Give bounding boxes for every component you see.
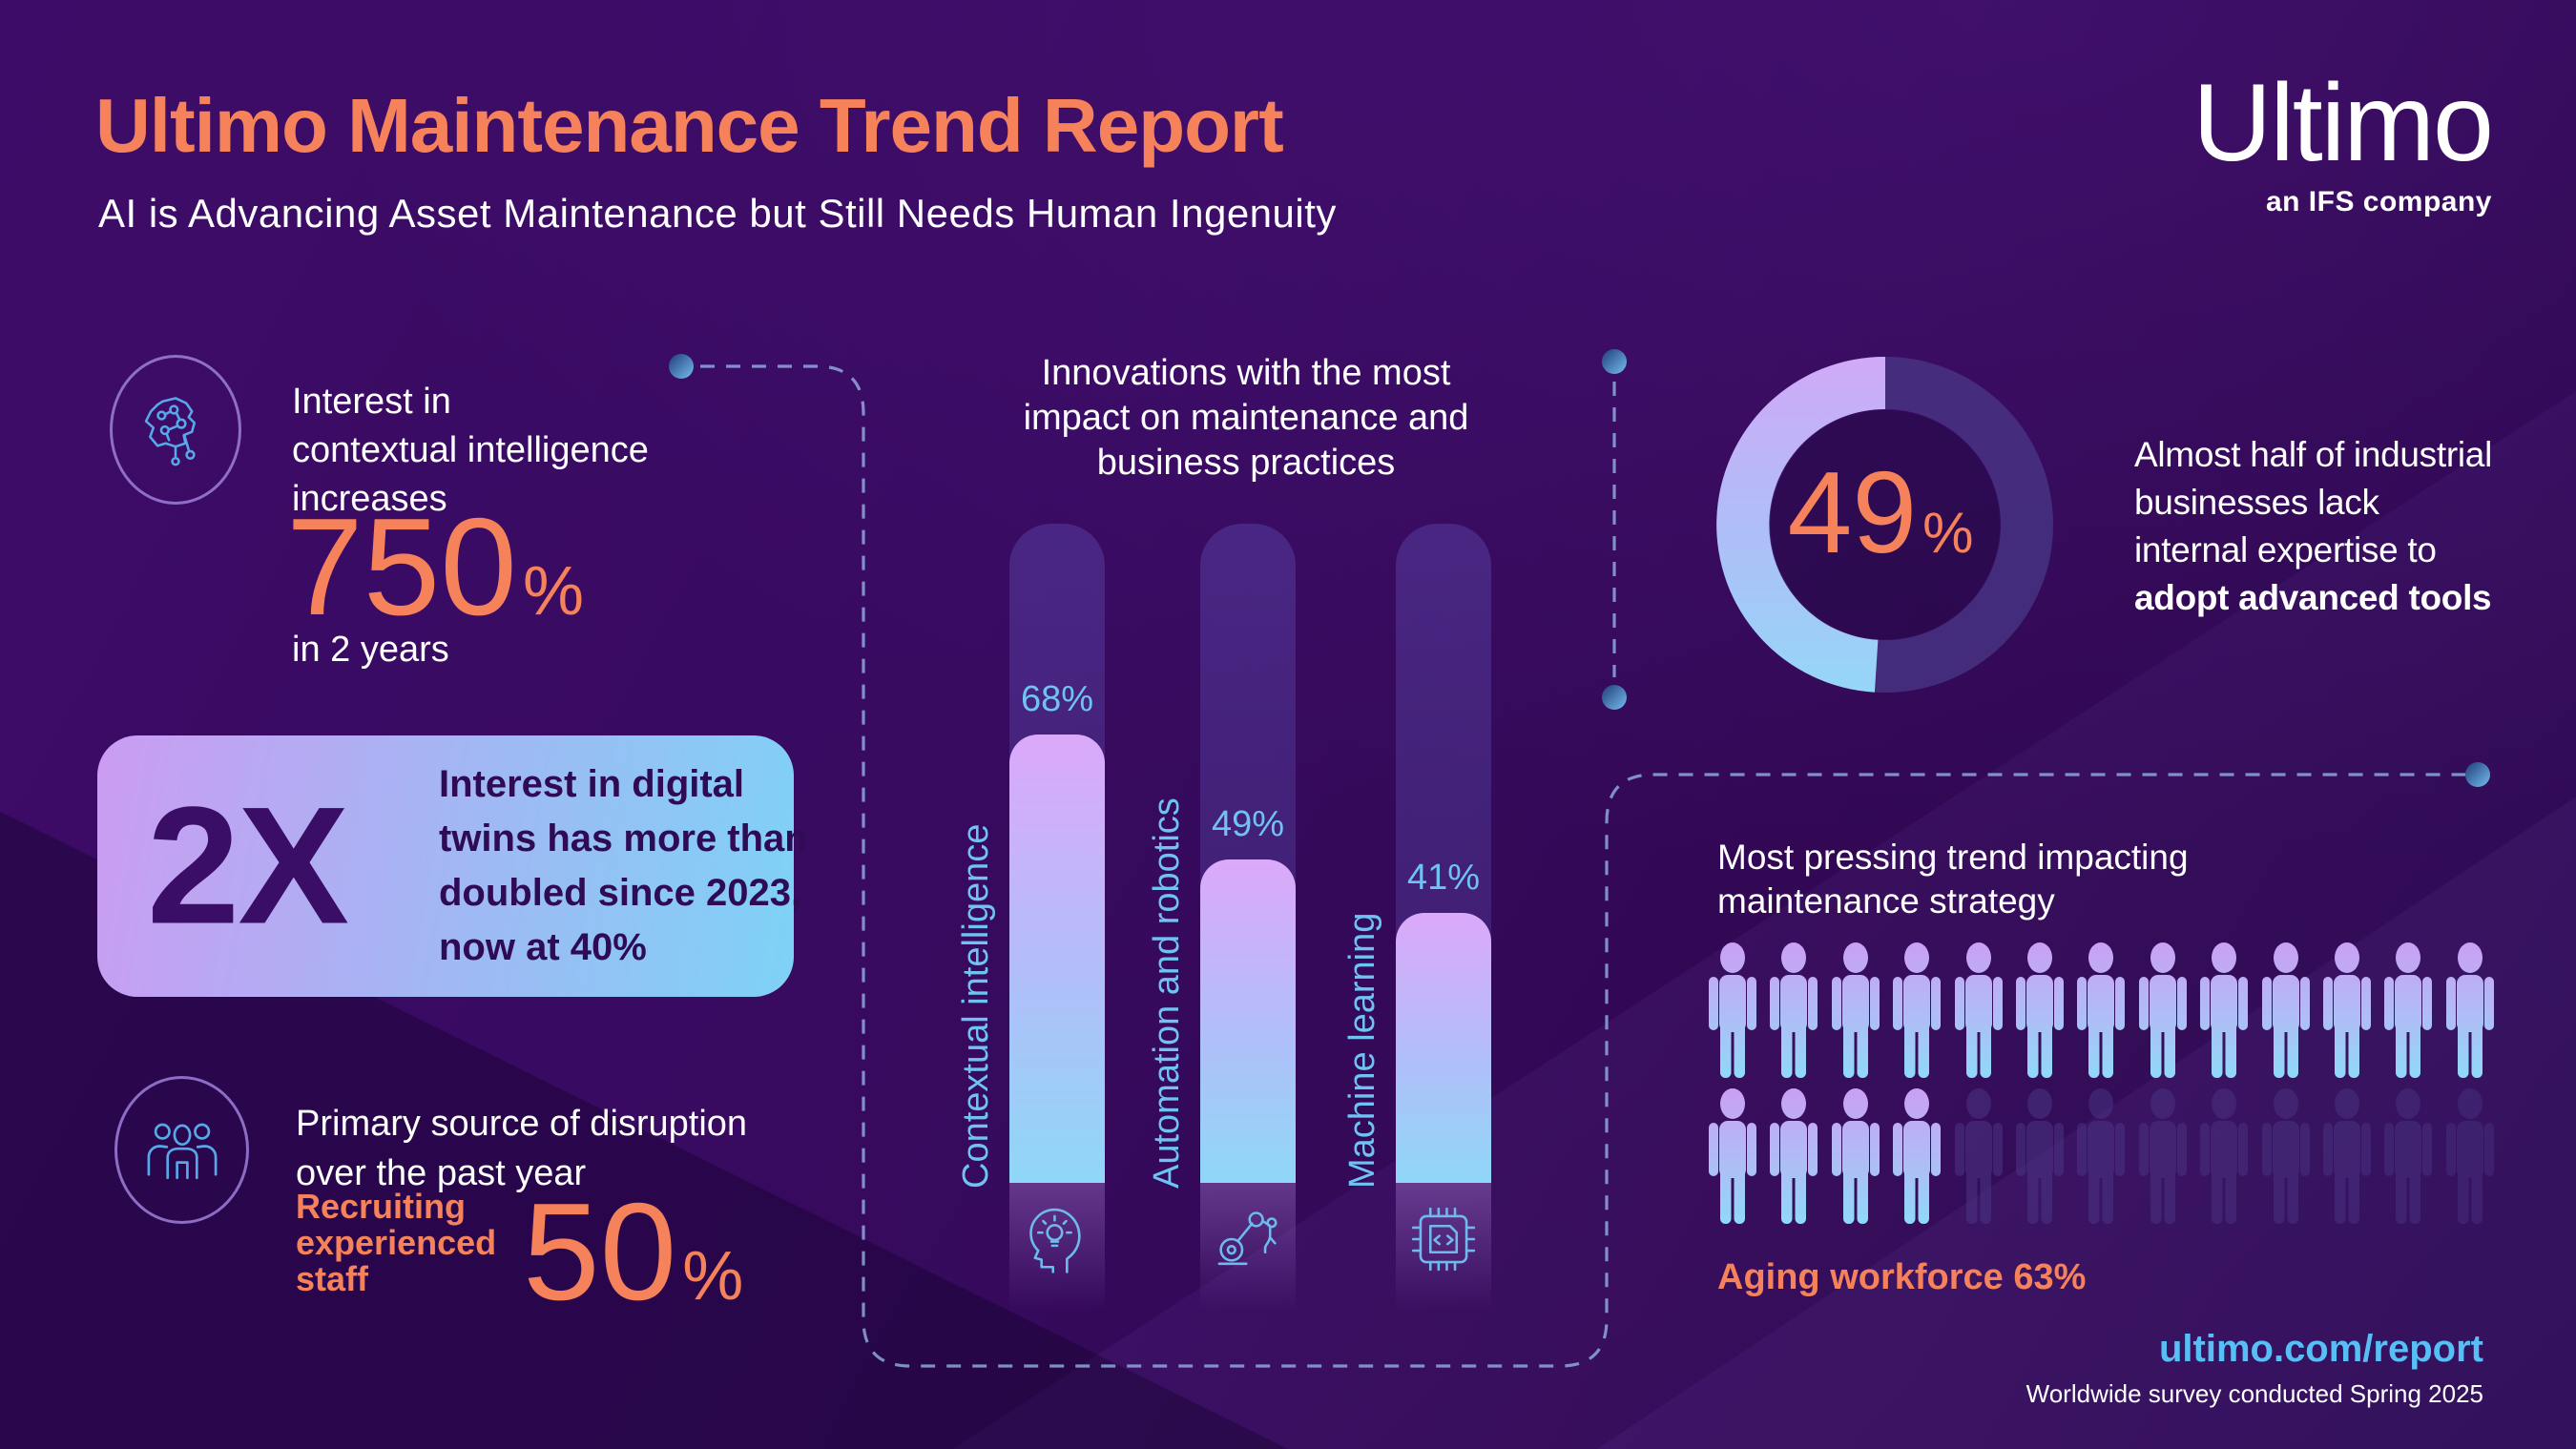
person-icon-filled bbox=[1829, 1088, 1882, 1224]
connector-dot bbox=[2465, 762, 2490, 787]
digital-twins-value: 2X bbox=[147, 773, 349, 960]
person-icon-filled bbox=[1890, 1088, 1943, 1224]
person-icon-filled bbox=[1706, 1088, 1759, 1224]
person-icon-ghost bbox=[2136, 1088, 2190, 1224]
person-icon-filled bbox=[1706, 942, 1759, 1078]
bar-fill bbox=[1200, 859, 1296, 1183]
contextual-stat-value: 750 % bbox=[286, 489, 584, 644]
digital-twins-text: Interest in digital twins has more than … bbox=[439, 763, 808, 968]
person-icon-filled bbox=[2074, 942, 2128, 1078]
person-icon-ghost bbox=[1952, 1088, 2005, 1224]
person-icon-filled bbox=[2443, 942, 2497, 1078]
person-icon-ghost bbox=[2320, 1088, 2374, 1224]
disruption-badge bbox=[114, 1076, 249, 1224]
ultimo-logo: Ultimo an IFS company bbox=[2192, 62, 2494, 218]
donut-text: Almost half of industrial businesses lac… bbox=[2134, 435, 2493, 617]
connector-dot bbox=[1602, 349, 1627, 374]
bar-chart-heading: Innovations with the most impact on main… bbox=[1023, 353, 1469, 483]
bar-glow bbox=[1009, 1183, 1105, 1328]
person-icon-ghost bbox=[2443, 1088, 2497, 1224]
person-icon-filled bbox=[1767, 942, 1820, 1078]
bar-glow bbox=[1396, 1183, 1491, 1328]
disruption-highlight: Recruiting experienced staff bbox=[296, 1187, 497, 1298]
person-icon-filled bbox=[2197, 942, 2251, 1078]
chip-icon bbox=[1402, 1198, 1485, 1280]
logo-tagline: an IFS company bbox=[2265, 185, 2492, 217]
head-lightbulb-icon bbox=[1016, 1198, 1098, 1280]
person-icon-filled bbox=[1767, 1088, 1820, 1224]
person-icon-filled bbox=[1829, 942, 1882, 1078]
donut-chart bbox=[1716, 356, 2053, 693]
person-icon-filled bbox=[1952, 942, 2005, 1078]
pictograph-caption: Aging workforce 63% bbox=[1717, 1257, 2087, 1297]
logo-brand: Ultimo bbox=[2192, 62, 2494, 184]
connector-dot bbox=[669, 354, 694, 379]
bar-category-label: Contextual intelligence bbox=[956, 823, 996, 1189]
person-icon-ghost bbox=[2381, 1088, 2435, 1224]
person-icon-filled bbox=[2381, 942, 2435, 1078]
page-subtitle: AI is Advancing Asset Maintenance but St… bbox=[98, 191, 1337, 236]
digital-twins-card: 2X Interest in digital twins has more th… bbox=[97, 735, 808, 997]
pictograph-heading: Most pressing trend impacting maintenanc… bbox=[1717, 838, 2189, 921]
person-icon-ghost bbox=[2259, 1088, 2313, 1224]
bar-percent-label: 49% bbox=[1211, 804, 1285, 844]
disruption-stat-value: 50 % bbox=[523, 1174, 744, 1329]
bar-percent-label: 68% bbox=[1020, 679, 1094, 719]
donut-active-arc bbox=[1716, 356, 1885, 693]
bar-fill bbox=[1396, 913, 1491, 1183]
person-icon-filled bbox=[2136, 942, 2190, 1078]
bar-category-label: Automation and robotics bbox=[1147, 797, 1187, 1189]
robot-arm-icon bbox=[1207, 1198, 1289, 1280]
survey-note: Worldwide survey conducted Spring 2025 bbox=[2025, 1379, 2483, 1408]
person-icon-filled bbox=[2013, 942, 2067, 1078]
person-icon-ghost bbox=[2074, 1088, 2128, 1224]
people-group-icon bbox=[139, 1107, 225, 1193]
person-icon-filled bbox=[2259, 942, 2313, 1078]
ai-brain-icon bbox=[135, 389, 217, 471]
bar-glow bbox=[1200, 1183, 1296, 1328]
report-link[interactable]: ultimo.com/report bbox=[2158, 1328, 2483, 1370]
bar-category-label: Machine learning bbox=[1342, 912, 1382, 1189]
contextual-intelligence-badge bbox=[110, 355, 241, 505]
contextual-stat-note: in 2 years bbox=[292, 630, 449, 670]
bar-fill bbox=[1009, 735, 1105, 1183]
donut-value: 49 % bbox=[1787, 447, 1974, 577]
contextual-stat-label: Interest in contextual intelligence incr… bbox=[292, 382, 649, 519]
person-icon-ghost bbox=[2197, 1088, 2251, 1224]
bar-percent-label: 41% bbox=[1406, 858, 1481, 898]
person-icon-filled bbox=[2320, 942, 2374, 1078]
page-title: Ultimo Maintenance Trend Report bbox=[95, 83, 1284, 168]
person-icon-ghost bbox=[2013, 1088, 2067, 1224]
person-icon-filled bbox=[1890, 942, 1943, 1078]
disruption-stat-label: Primary source of disruption over the pa… bbox=[296, 1104, 748, 1193]
connector-dot bbox=[1602, 685, 1627, 710]
